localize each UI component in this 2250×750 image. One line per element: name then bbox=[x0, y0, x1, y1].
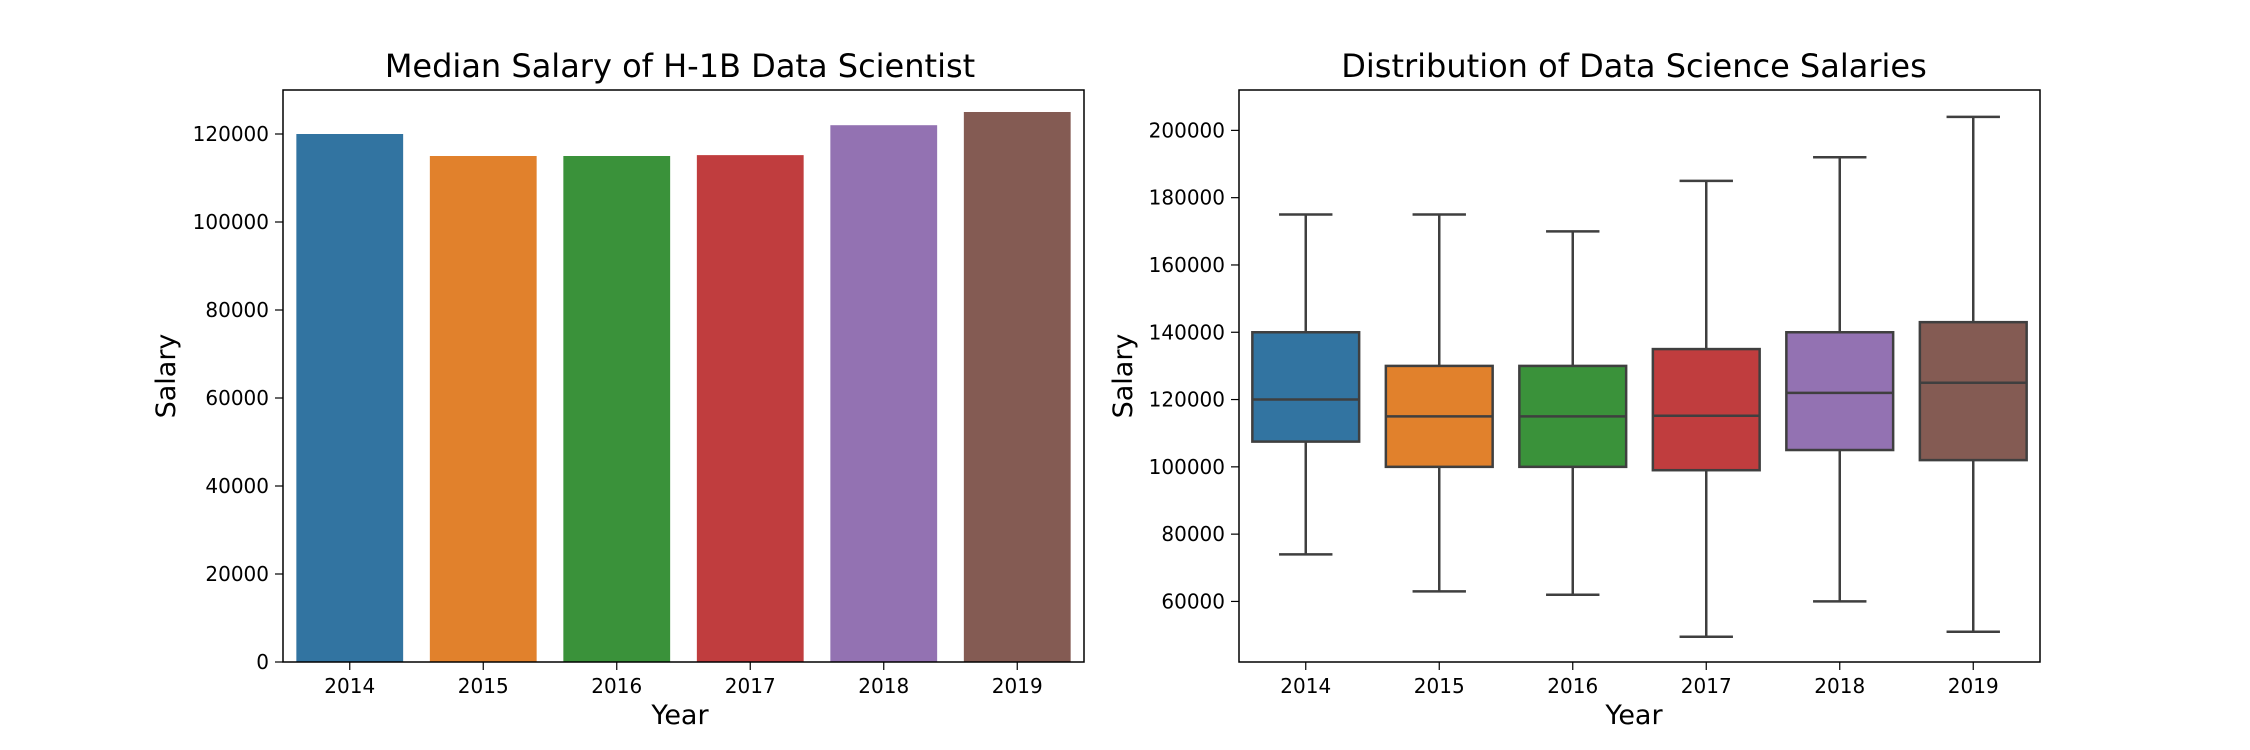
bar-2016 bbox=[563, 156, 671, 662]
box-plot-x-tick-label: 2016 bbox=[1547, 674, 1598, 698]
bar-chart-x-tick-label: 2019 bbox=[992, 674, 1043, 698]
box-plot-y-tick-label: 200000 bbox=[1149, 118, 1225, 142]
box-plot-x-tick-label: 2019 bbox=[1948, 674, 1999, 698]
bar-chart-x-tick-label: 2014 bbox=[324, 674, 375, 698]
bar-2014 bbox=[296, 134, 404, 662]
bar-chart-x-axis-label: Year bbox=[650, 700, 709, 731]
box-2014 bbox=[1251, 331, 1361, 443]
bar-chart-y-tick-label: 100000 bbox=[193, 210, 269, 234]
bar-chart-y-tick-label: 0 bbox=[256, 650, 269, 674]
box-plot-panel: Distribution of Data Science Salaries Ye… bbox=[1108, 47, 2041, 731]
box-plot-y-tick-label: 160000 bbox=[1149, 253, 1225, 277]
bar-chart-x-tick-label: 2016 bbox=[591, 674, 642, 698]
bar-chart-y-axis-label: Salary bbox=[151, 334, 182, 419]
box-plot-frame bbox=[1238, 89, 2041, 663]
box-plot-title: Distribution of Data Science Salaries bbox=[1341, 47, 1927, 85]
box-plot-y-tick-label: 80000 bbox=[1161, 522, 1225, 546]
box-plot-y-tick-label: 100000 bbox=[1149, 455, 1225, 479]
box-plot-x-axis-label: Year bbox=[1604, 700, 1663, 731]
box-plot-y-tick-label: 60000 bbox=[1161, 589, 1225, 613]
bar-chart-x-tick-label: 2018 bbox=[858, 674, 909, 698]
box-2018 bbox=[1785, 331, 1895, 452]
box-plot-x-tick-label: 2018 bbox=[1814, 674, 1865, 698]
box-plot-plot-area: 60000 80000 100000 120000 140000 160000 180000… bbox=[1149, 89, 2041, 698]
bar-chart-frame bbox=[282, 89, 1085, 663]
bar-chart-y-tick-label: 20000 bbox=[205, 562, 269, 586]
bar-chart-y-tick-label: 40000 bbox=[205, 474, 269, 498]
bar-chart-x-tick-label: 2015 bbox=[458, 674, 509, 698]
box-plot-y-tick-label: 120000 bbox=[1149, 388, 1225, 412]
box-plot-y-tick-label: 140000 bbox=[1149, 320, 1225, 344]
bar-2019 bbox=[963, 112, 1071, 662]
bar-chart-panel: Median Salary of H-1B Data Scientist Yea… bbox=[151, 47, 1085, 731]
bar-chart-title: Median Salary of H-1B Data Scientist bbox=[385, 47, 975, 85]
box-plot-x-tick-label: 2017 bbox=[1681, 674, 1732, 698]
bar-2018 bbox=[830, 125, 938, 662]
box-plot-x-tick-label: 2014 bbox=[1280, 674, 1331, 698]
bar-chart-y-tick-label: 120000 bbox=[193, 122, 269, 146]
box-2017 bbox=[1651, 347, 1761, 472]
bar-chart-y-tick-label: 80000 bbox=[205, 298, 269, 322]
bar-chart-y-tick-label: 60000 bbox=[205, 386, 269, 410]
bar-2017 bbox=[696, 155, 804, 662]
box-plot-y-tick-label: 180000 bbox=[1149, 186, 1225, 210]
box-plot-x-tick-label: 2015 bbox=[1414, 674, 1465, 698]
bar-chart-x-tick-label: 2017 bbox=[725, 674, 776, 698]
bar-chart-plot-area: 0 20000 40000 60000 80000 100000 120000 2014 201… bbox=[193, 89, 1085, 698]
box-2019 bbox=[1918, 320, 2028, 462]
bar-2015 bbox=[429, 156, 537, 662]
box-plot-y-axis-label: Salary bbox=[1108, 334, 1139, 419]
